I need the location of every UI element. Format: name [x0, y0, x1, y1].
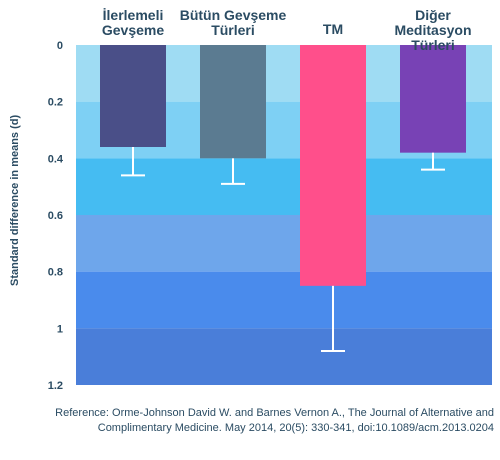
band-3	[76, 215, 492, 272]
category-label-0: İlerlemeli Gevşeme	[101, 7, 165, 38]
category-label-2: TM	[322, 21, 344, 37]
bar-3	[400, 45, 466, 153]
y-tick-label: 0.6	[48, 210, 63, 222]
error-bar-1	[221, 158, 245, 185]
error-bars	[121, 147, 445, 352]
y-tick-label: 0.2	[48, 97, 63, 109]
y-tick-label: 1	[57, 323, 63, 335]
band-5	[76, 328, 492, 385]
band-4	[76, 271, 492, 329]
error-bar-2	[321, 285, 345, 352]
band-2	[76, 158, 492, 215]
reference-text: Reference: Orme-Johnson David W. and Bar…	[55, 407, 494, 434]
bar-1	[200, 45, 266, 159]
bars	[100, 45, 466, 286]
bar-2	[300, 45, 366, 286]
y-tick-label: 0	[57, 40, 63, 52]
y-tick-label: 0.8	[48, 267, 63, 279]
y-tick-label: 1.2	[48, 380, 63, 392]
category-label-3: Diğer Meditasyon Türleri	[394, 7, 472, 53]
error-bar-3	[421, 152, 445, 171]
category-label-1: Bütün Gevşeme Türleri	[179, 7, 287, 38]
y-axis-label: Standard difference in means (d)	[9, 114, 21, 286]
y-axis-ticks: 0 0.2 0.4 0.6 0.8 1 1.2	[48, 40, 64, 392]
error-bar-0	[121, 147, 145, 177]
y-tick-label: 0.4	[48, 153, 64, 165]
bar-0	[100, 45, 166, 147]
